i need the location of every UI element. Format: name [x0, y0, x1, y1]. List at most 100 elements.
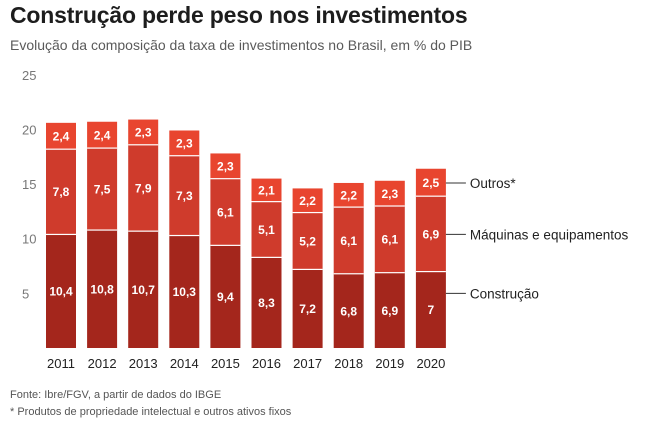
segment-separator: [415, 195, 446, 197]
y-tick-label: 25: [22, 68, 36, 83]
data-label: 7,2: [299, 302, 316, 316]
data-label: 10,3: [173, 285, 197, 299]
bar-segment-outros-2016: [251, 178, 282, 202]
segment-separator: [128, 230, 159, 232]
y-tick-label: 5: [22, 286, 29, 301]
segment-separator: [169, 234, 200, 237]
data-label: 7,9: [135, 181, 152, 195]
segment-separator: [87, 229, 118, 231]
chart-title: Construção perde peso nos investimentos: [10, 2, 468, 28]
x-axis: 2011 2012 2013 2014 2015 2016 2017 2018 2019 2020: [47, 356, 445, 371]
bar-segment-constru-o-2012: [87, 229, 118, 348]
segment-separator: [128, 144, 159, 146]
data-label: 6,8: [340, 304, 357, 318]
segment-separator: [251, 201, 282, 203]
chart-subtitle: Evolução da composição da taxa de invest…: [10, 37, 473, 53]
bar-segment-outros-2017: [292, 188, 323, 213]
data-label: 2,4: [53, 129, 70, 143]
bar-segment-outros-2020: [415, 168, 446, 197]
data-label: 5,1: [258, 223, 275, 237]
legend-label: Construção: [470, 286, 539, 301]
bar-segment-constru-o-2014: [169, 235, 200, 348]
bar-segment-outros-2012: [87, 121, 118, 148]
x-tick-label: 2011: [47, 356, 75, 371]
data-label: 2,3: [381, 187, 398, 201]
data-label: 10,8: [90, 282, 114, 296]
data-label: 6,9: [381, 304, 398, 318]
data-label: 7,8: [53, 185, 70, 199]
data-label: 2,5: [423, 176, 440, 190]
data-label: 7,3: [176, 189, 193, 203]
bar-segment-m-quinas-e-equipamentos-2018: [333, 207, 364, 274]
segment-separator: [251, 256, 282, 258]
data-label: 9,4: [217, 290, 234, 304]
data-label: 2,2: [299, 194, 316, 208]
bar-segment-constru-o-2018: [333, 273, 364, 348]
bar-segment-constru-o-2013: [128, 231, 159, 348]
segment-separator: [87, 147, 118, 149]
data-label: 6,1: [381, 233, 398, 247]
y-axis: 5 10 15 20 25: [22, 68, 36, 302]
bar-segment-constru-o-2016: [251, 257, 282, 348]
bar-segment-outros-2019: [374, 180, 405, 206]
bar-segment-m-quinas-e-equipamentos-2017: [292, 212, 323, 270]
segment-separator: [415, 270, 446, 273]
y-tick-label: 10: [22, 232, 36, 247]
y-tick-label: 20: [22, 122, 36, 137]
segment-separator: [333, 273, 364, 275]
segment-separator: [169, 155, 200, 157]
data-label: 6,1: [217, 205, 234, 219]
data-label: 2,4: [94, 128, 111, 142]
bar-segment-constru-o-2020: [415, 271, 446, 348]
bar-segment-m-quinas-e-equipamentos-2019: [374, 205, 405, 273]
data-label: 6,9: [423, 227, 440, 241]
bar-segment-m-quinas-e-equipamentos-2013: [128, 144, 159, 232]
legend: Construção Máquinas e equipamentos Outros*: [445, 176, 629, 301]
data-label: 6,1: [340, 234, 357, 248]
data-label: 7: [428, 303, 435, 317]
x-tick-label: 2017: [293, 356, 322, 371]
x-tick-label: 2020: [416, 356, 445, 371]
segment-separator: [210, 178, 241, 180]
bar-segment-outros-2014: [169, 130, 200, 156]
bar-segment-outros-2011: [46, 122, 76, 150]
bar-segment-constru-o-2015: [210, 245, 241, 348]
segment-separator: [374, 272, 405, 274]
segment-separator: [46, 233, 76, 236]
x-tick-label: 2019: [375, 356, 404, 371]
bar-segment-outros-2013: [128, 119, 159, 145]
data-label: 7,5: [94, 182, 111, 196]
data-label: 2,3: [217, 160, 234, 174]
segment-separator: [292, 268, 323, 271]
bar-segment-outros-2015: [210, 153, 241, 179]
data-label: 2,2: [340, 188, 357, 202]
bar-segment-constru-o-2011: [46, 234, 76, 348]
legend-label: Máquinas e equipamentos: [470, 227, 629, 242]
bar-segment-m-quinas-e-equipamentos-2016: [251, 201, 282, 258]
bar-segment-m-quinas-e-equipamentos-2020: [415, 196, 446, 272]
segment-separator: [374, 205, 405, 207]
segment-separator: [46, 148, 76, 150]
data-labels: 10,4 7,8 2,4 10,8 7,5 2,4 10,7 7,9 2,3 10,3 7,3 2,3…: [49, 126, 439, 319]
x-tick-label: 2016: [252, 356, 281, 371]
bar-segment-m-quinas-e-equipamentos-2011: [46, 149, 76, 235]
footnote: * Produtos de propriedade intelectual e …: [10, 406, 292, 418]
bar-segment-m-quinas-e-equipamentos-2012: [87, 147, 118, 230]
data-label: 2,3: [135, 126, 152, 140]
x-tick-label: 2014: [170, 356, 199, 371]
segment-separator: [292, 211, 323, 214]
bar-segment-m-quinas-e-equipamentos-2015: [210, 178, 241, 246]
segment-separator: [210, 244, 241, 246]
data-label: 10,4: [49, 285, 73, 299]
bar-segment-constru-o-2017: [292, 269, 323, 348]
bars: [46, 119, 446, 348]
legend-label: Outros*: [470, 176, 517, 191]
data-label: 2,3: [176, 137, 193, 151]
data-label: 10,7: [132, 283, 156, 297]
data-label: 5,2: [299, 234, 316, 248]
data-label: 8,3: [258, 296, 275, 310]
data-label: 2,1: [258, 184, 275, 198]
y-tick-label: 15: [22, 177, 36, 192]
bar-segment-m-quinas-e-equipamentos-2014: [169, 155, 200, 236]
